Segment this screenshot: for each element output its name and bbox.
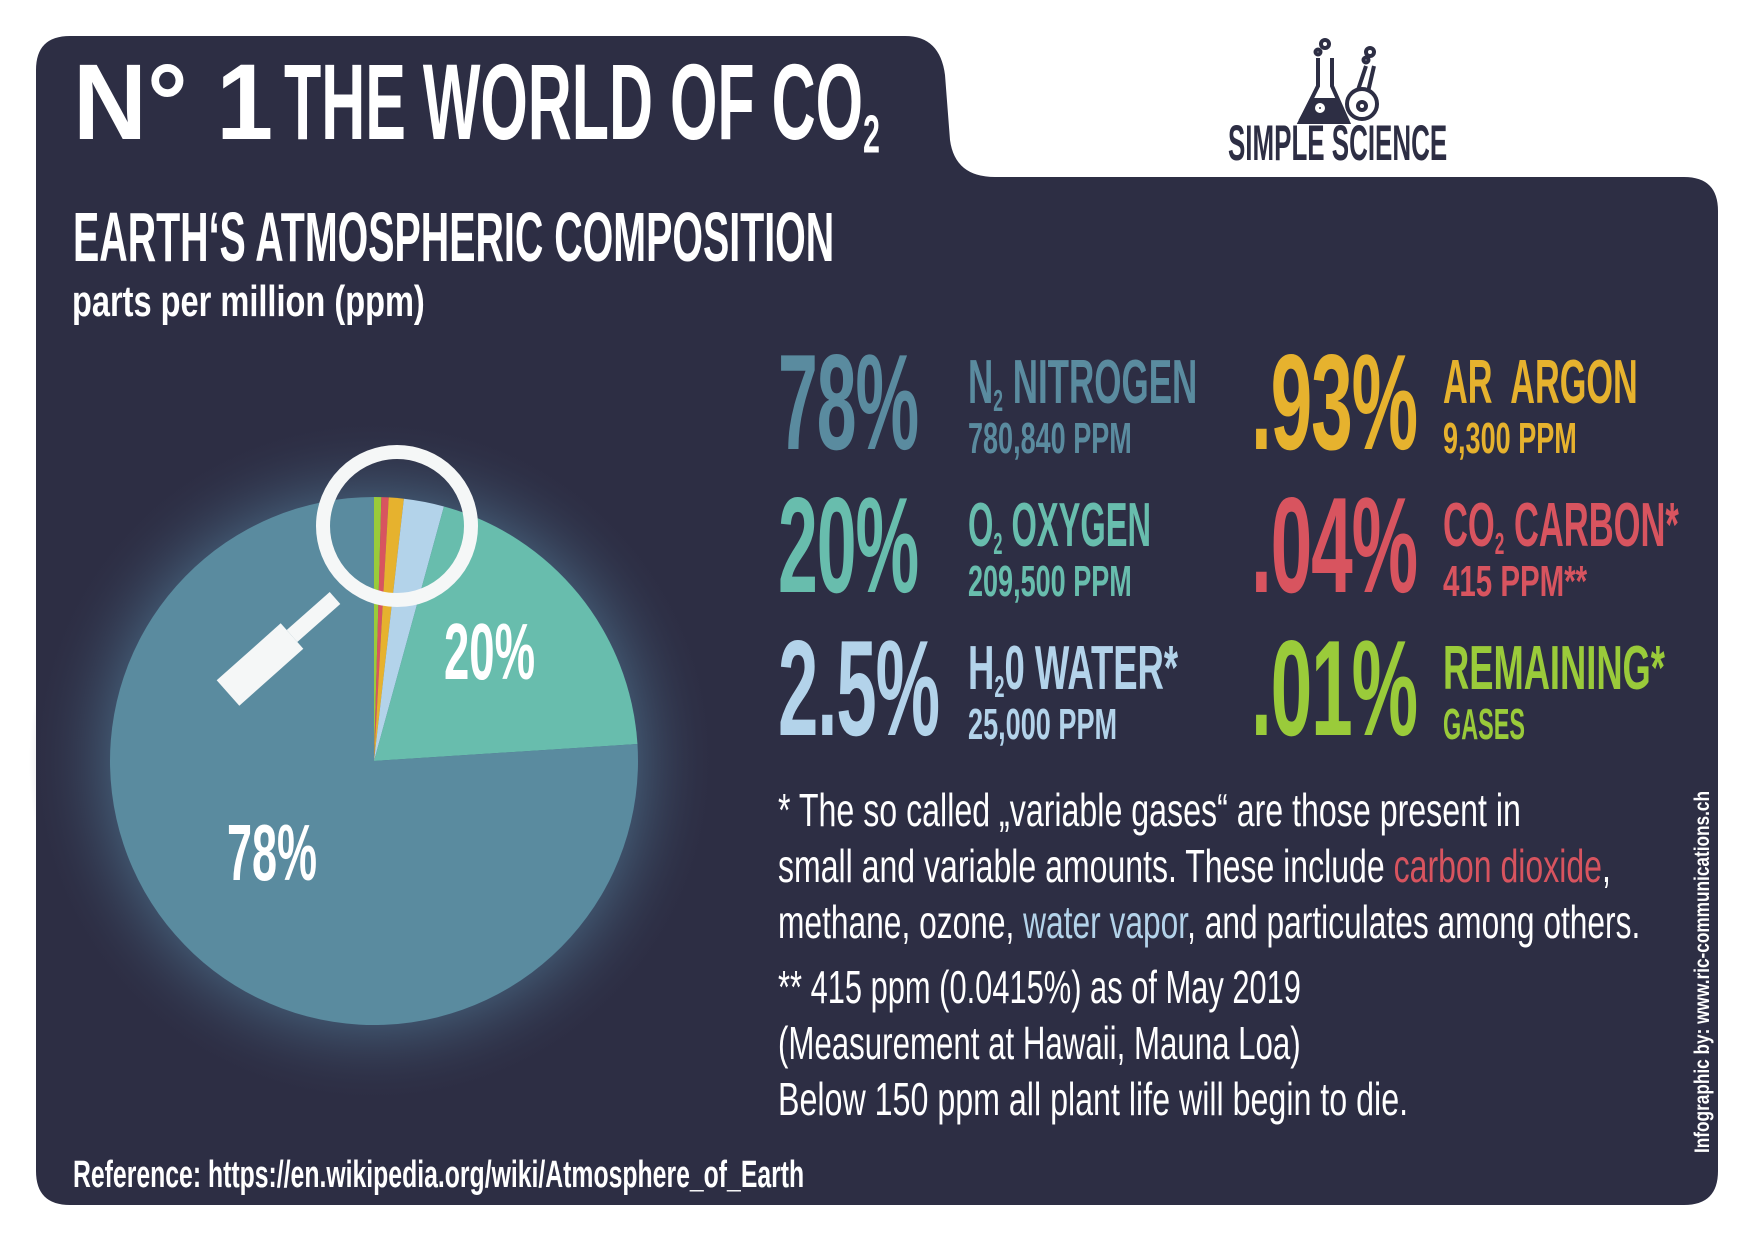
- note-text: , and particulates among others.: [1187, 896, 1641, 948]
- section-title: EARTH‘S ATMOSPHERIC COMPOSITION: [73, 198, 835, 276]
- gas-formula: AR: [1443, 348, 1493, 417]
- pie-slice-co2-carbon: [374, 497, 389, 761]
- gas-name: NITROGEN: [1002, 348, 1198, 417]
- stat-percent: 78%: [778, 326, 919, 478]
- logo-text: SIMPLE SCIENCE: [1228, 115, 1448, 171]
- pie-slice-o2-oxygen: [374, 506, 638, 761]
- magnifier-icon: [216, 445, 478, 706]
- note-line-5: (Measurement at Hawaii, Mauna Loa): [778, 1017, 1301, 1069]
- stat-ppm: GASES: [1443, 700, 1526, 749]
- gas-formula-subscript: 2: [993, 382, 1003, 418]
- stat-percent: .01%: [1251, 612, 1418, 764]
- gas-formula: N: [968, 348, 994, 417]
- pie-slice-remaining-gases: [374, 497, 382, 761]
- pie-slice-n2-nitrogen: [110, 497, 639, 1026]
- pie-label-oxygen: 20%: [444, 607, 536, 696]
- pie-slice-ar-argon: [374, 497, 404, 761]
- note-line-4: ** 415 ppm (0.0415%) as of May 2019: [778, 961, 1301, 1013]
- stat-gas-name: N2 NITROGEN: [968, 352, 1197, 416]
- pie-chart: [110, 497, 639, 1026]
- note-text: small and variable amounts. These includ…: [778, 840, 1394, 892]
- note-line-3: methane, ozone, water vapor, and particu…: [778, 899, 1640, 945]
- credit-text: Infographic by: www.ric-communications.c…: [1691, 791, 1714, 1153]
- note-text: methane, ozone,: [778, 896, 1024, 948]
- highlight-water-vapor: water vapor: [1023, 896, 1188, 948]
- stat-ppm: 25,000 PPM: [968, 700, 1118, 749]
- gas-name: ARGON: [1492, 348, 1638, 417]
- stat-gas-name: AR ARGON: [1443, 352, 1638, 414]
- gas-formula: O: [968, 491, 994, 560]
- section-subtitle: parts per million (ppm): [72, 277, 425, 326]
- stat-ppm: 209,500 PPM: [968, 557, 1132, 606]
- title-subscript: 2: [863, 104, 880, 165]
- stat-ppm: 780,840 PPM: [968, 414, 1132, 463]
- note-line-6: Below 150 ppm all plant life will begin …: [778, 1073, 1409, 1125]
- page-title: THE WORLD OF CO2: [284, 48, 880, 162]
- note-line-1: * The so called „variable gases“ are tho…: [778, 784, 1521, 836]
- gas-name: CARBON*: [1504, 491, 1679, 560]
- gas-name: 0 WATER*: [1004, 634, 1179, 703]
- gas-formula: REMAINING*: [1443, 634, 1665, 703]
- reference-link[interactable]: Reference: https://en.wikipedia.org/wiki…: [73, 1154, 805, 1196]
- note-text: ,: [1602, 840, 1611, 892]
- stat-percent: 20%: [778, 469, 919, 621]
- gas-formula: H: [968, 634, 995, 703]
- stat-gas-name: H20 WATER*: [968, 638, 1178, 702]
- title-text: THE WORLD OF CO: [284, 41, 864, 162]
- gas-formula-subscript: 2: [993, 525, 1003, 561]
- pie-slice-h2o-water: [374, 498, 444, 761]
- highlight-carbon-dioxide: carbon dioxide: [1393, 840, 1603, 892]
- stat-percent: 2.5%: [778, 612, 940, 764]
- gas-formula-subscript: 2: [994, 668, 1005, 704]
- stat-gas-name: CO2 CARBON*: [1443, 495, 1679, 559]
- gas-formula-subscript: 2: [1494, 525, 1505, 561]
- stat-percent: .93%: [1251, 326, 1418, 478]
- note-line-2: small and variable amounts. These includ…: [778, 843, 1611, 889]
- flasks-icon: [1296, 38, 1379, 124]
- gas-name: OXYGEN: [1002, 491, 1151, 560]
- stat-ppm: 415 PPM**: [1443, 557, 1588, 606]
- stat-percent: .04%: [1251, 469, 1418, 621]
- gas-formula: CO: [1443, 491, 1495, 560]
- infographic-number: N° 1: [73, 41, 274, 162]
- stat-gas-name: O2 OXYGEN: [968, 495, 1151, 559]
- stat-gas-name: REMAINING*: [1443, 638, 1665, 700]
- stat-ppm: 9,300 PPM: [1443, 414, 1577, 463]
- pie-label-nitrogen: 78%: [227, 808, 318, 897]
